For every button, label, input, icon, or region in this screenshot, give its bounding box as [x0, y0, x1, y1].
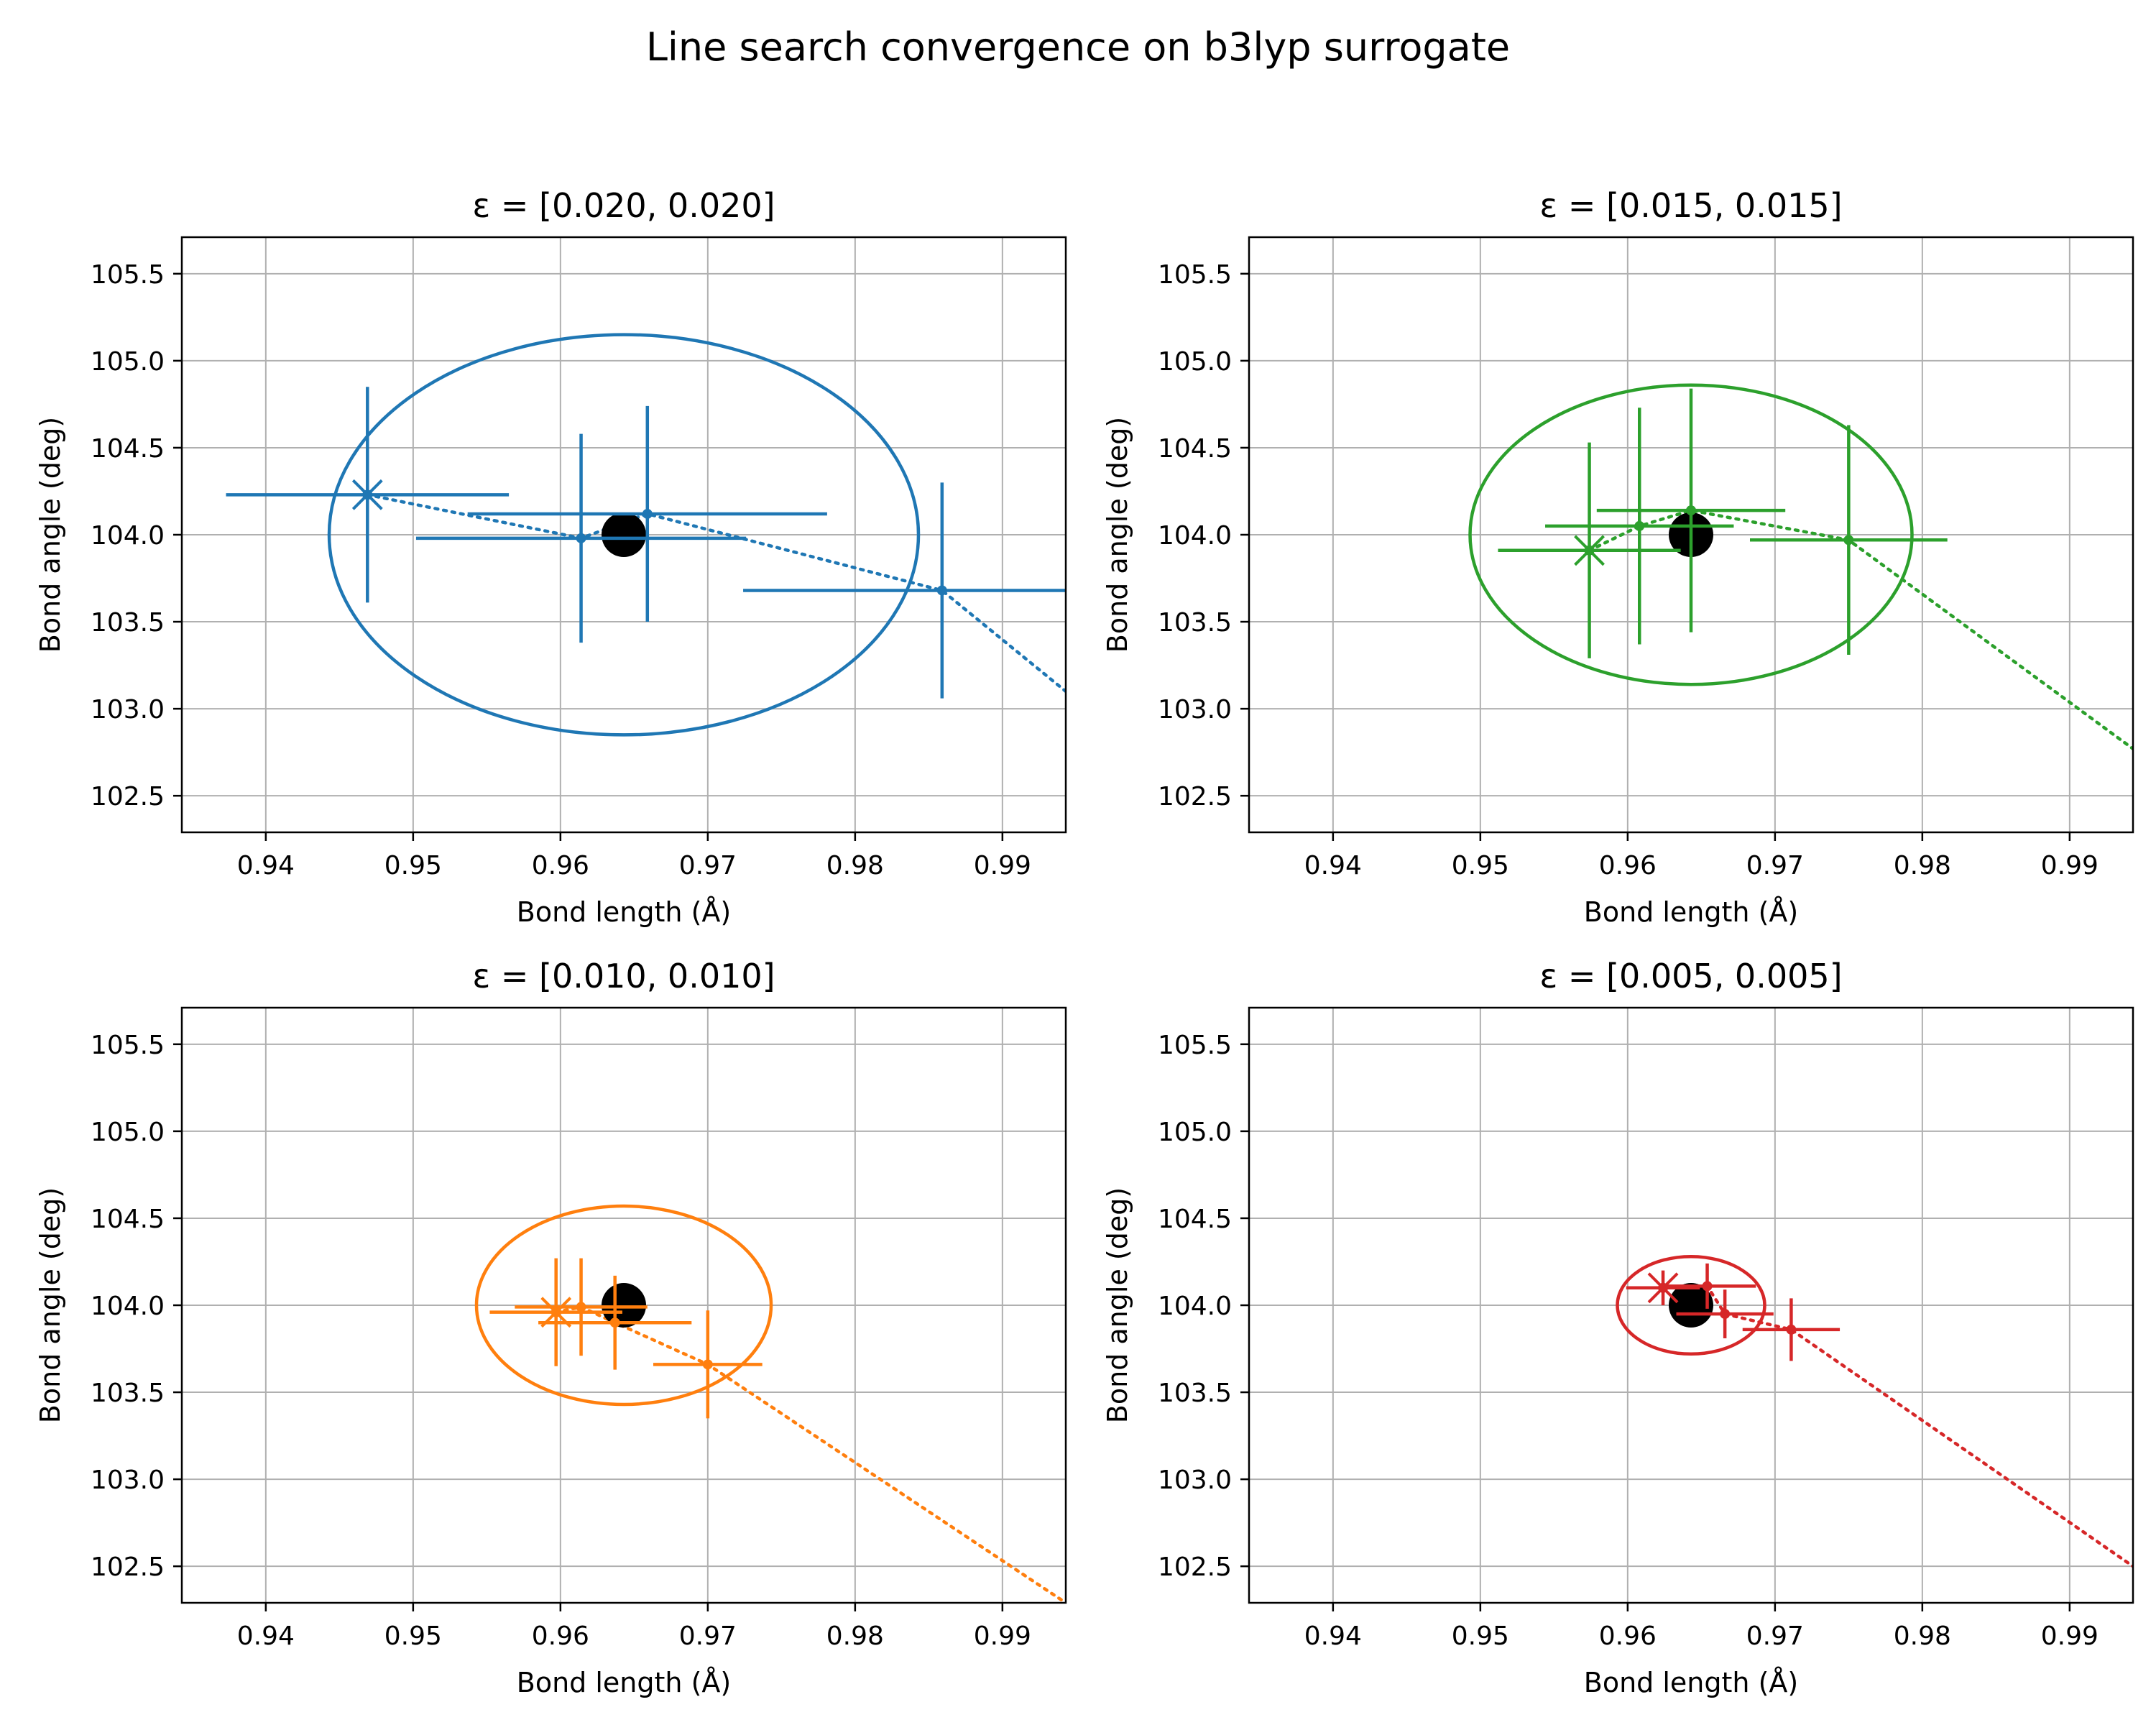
data-point	[702, 1359, 713, 1370]
start-marker	[1574, 535, 1605, 566]
data-point	[1634, 520, 1645, 531]
y-tick-label: 104.5	[91, 1205, 165, 1234]
subplot-title: ε = [0.005, 0.005]	[1539, 957, 1842, 995]
y-tick-label: 105.0	[91, 347, 165, 377]
y-axis-label: Bond angle (deg)	[34, 417, 66, 653]
y-tick-label: 102.5	[91, 1552, 165, 1582]
x-tick-label: 0.94	[237, 1622, 295, 1651]
x-tick-label: 0.94	[1304, 1622, 1362, 1651]
y-axis-label: Bond angle (deg)	[1102, 1187, 1133, 1423]
target-marker	[602, 512, 646, 557]
y-tick-label: 102.5	[1158, 782, 1232, 811]
x-axis-label: Bond length (Å)	[517, 896, 731, 928]
subplot-1: 0.94 0.95 0.96 0.97 0.98 0.99 102.5 103.0 103.5 1…	[34, 186, 1067, 928]
tolerance-ellipse	[474, 1204, 773, 1407]
y-tick-label: 104.5	[1158, 434, 1232, 464]
y-tick-label: 105.5	[1158, 260, 1232, 290]
x-tick-label: 0.94	[237, 851, 295, 880]
y-tick-label: 104.0	[1158, 521, 1232, 551]
data-point	[1720, 1309, 1731, 1320]
data-point	[576, 533, 586, 543]
data-layer	[1468, 383, 2133, 751]
y-tick-label: 105.0	[1158, 1118, 1232, 1147]
x-tick-label: 0.98	[826, 1622, 884, 1651]
data-point	[642, 508, 653, 519]
y-tick-label: 104.5	[1158, 1205, 1232, 1234]
y-tick-label: 103.5	[91, 608, 165, 638]
x-tick-label: 0.97	[679, 1622, 737, 1651]
x-tick-label: 0.99	[2041, 851, 2099, 880]
figure-title: Line search convergence on b3lyp surroga…	[645, 24, 1511, 70]
y-tick-label: 105.5	[91, 1031, 165, 1060]
tolerance-ellipse	[1468, 383, 1914, 686]
data-point	[576, 1302, 586, 1312]
x-tick-label: 0.99	[974, 851, 1031, 880]
data-point	[1843, 535, 1854, 546]
y-tick-label: 103.5	[91, 1379, 165, 1408]
x-tick-label: 0.96	[1599, 851, 1657, 880]
data-layer	[474, 1204, 1066, 1603]
x-tick-label: 0.95	[384, 851, 442, 880]
y-tick-label: 104.5	[91, 434, 165, 464]
target-marker	[1669, 1283, 1713, 1328]
y-tick-label: 103.0	[91, 1466, 165, 1495]
subplot-4: 0.94 0.95 0.96 0.97 0.98 0.99 102.5 103.0 103.5 1…	[1102, 957, 2134, 1698]
x-tick-label: 0.99	[974, 1622, 1031, 1651]
data-layer	[1616, 1254, 2133, 1568]
y-tick-label: 105.5	[91, 260, 165, 290]
subplot-title: ε = [0.015, 0.015]	[1539, 186, 1842, 225]
x-axis-label: Bond length (Å)	[1584, 896, 1798, 928]
x-tick-label: 0.98	[1894, 851, 1951, 880]
x-tick-label: 0.96	[1599, 1622, 1657, 1651]
x-tick-label: 0.97	[1746, 851, 1804, 880]
target-marker	[602, 1283, 646, 1328]
x-axis-label: Bond length (Å)	[1584, 1667, 1798, 1698]
tolerance-ellipse	[327, 333, 921, 737]
x-tick-label: 0.96	[532, 1622, 589, 1651]
start-marker	[1647, 1272, 1679, 1304]
subplot-3: 0.94 0.95 0.96 0.97 0.98 0.99 102.5 103.0 103.5 1…	[34, 957, 1067, 1698]
x-axis-label: Bond length (Å)	[517, 1667, 731, 1698]
x-tick-label: 0.97	[679, 851, 737, 880]
data-point	[1786, 1324, 1797, 1335]
data-point	[1702, 1281, 1713, 1292]
x-tick-label: 0.96	[532, 851, 589, 880]
start-marker	[351, 479, 383, 510]
subplot-title: ε = [0.010, 0.010]	[472, 957, 775, 995]
tolerance-ellipse	[1616, 1254, 1766, 1356]
y-tick-label: 103.0	[1158, 1466, 1232, 1495]
data-point	[1686, 505, 1696, 516]
y-axis-label: Bond angle (deg)	[34, 1187, 66, 1423]
y-tick-label: 105.0	[1158, 347, 1232, 377]
y-tick-label: 102.5	[1158, 1552, 1232, 1582]
data-layer	[226, 333, 1066, 737]
y-tick-label: 102.5	[91, 782, 165, 811]
subplot-2: 0.94 0.95 0.96 0.97 0.98 0.99 102.5 103.0 103.5 1…	[1102, 186, 2134, 928]
subplot-title: ε = [0.020, 0.020]	[472, 186, 775, 225]
x-tick-label: 0.99	[2041, 1622, 2099, 1651]
y-tick-label: 104.0	[91, 521, 165, 551]
x-tick-label: 0.97	[1746, 1622, 1804, 1651]
x-tick-label: 0.95	[1452, 1622, 1509, 1651]
y-tick-label: 104.0	[1158, 1292, 1232, 1321]
y-tick-label: 103.5	[1158, 1379, 1232, 1408]
x-tick-label: 0.98	[826, 851, 884, 880]
x-tick-label: 0.95	[1452, 851, 1509, 880]
y-axis-label: Bond angle (deg)	[1102, 417, 1133, 653]
data-point	[609, 1317, 620, 1328]
data-point	[936, 585, 947, 596]
y-tick-label: 103.0	[1158, 695, 1232, 724]
y-tick-label: 105.5	[1158, 1031, 1232, 1060]
y-tick-label: 103.5	[1158, 608, 1232, 638]
trajectory-line	[1588, 508, 2133, 751]
start-marker	[540, 1297, 572, 1328]
y-tick-label: 103.0	[91, 695, 165, 724]
x-tick-label: 0.98	[1894, 1622, 1951, 1651]
x-tick-label: 0.94	[1304, 851, 1362, 880]
y-tick-label: 105.0	[91, 1118, 165, 1147]
y-tick-label: 104.0	[91, 1292, 165, 1321]
x-tick-label: 0.95	[384, 1622, 442, 1651]
